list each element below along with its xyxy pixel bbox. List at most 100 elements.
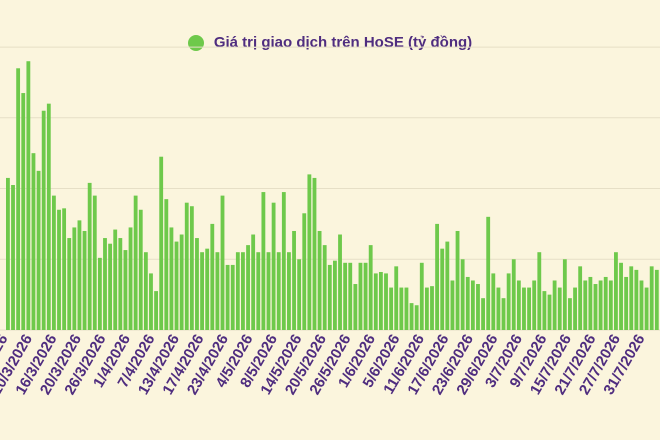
bar bbox=[619, 262, 623, 330]
bar bbox=[409, 303, 414, 330]
bar bbox=[220, 195, 225, 330]
bar bbox=[251, 234, 256, 330]
bar bbox=[384, 273, 388, 330]
bar bbox=[552, 280, 557, 330]
bar bbox=[287, 252, 291, 330]
bar bbox=[348, 262, 353, 330]
bar bbox=[404, 287, 409, 330]
bar bbox=[644, 287, 649, 330]
bar bbox=[302, 213, 307, 330]
bar bbox=[573, 287, 577, 330]
bar bbox=[189, 206, 194, 330]
bar bbox=[598, 280, 603, 330]
bar bbox=[353, 284, 358, 330]
bar bbox=[256, 252, 261, 330]
bar bbox=[399, 287, 404, 330]
bar bbox=[445, 241, 450, 330]
bar bbox=[195, 238, 199, 330]
bar bbox=[629, 266, 634, 330]
bar bbox=[491, 273, 496, 330]
bar bbox=[506, 273, 511, 330]
bar bbox=[271, 202, 276, 330]
bar bbox=[200, 252, 204, 330]
bar bbox=[67, 238, 72, 330]
bar bbox=[225, 264, 230, 330]
bar bbox=[368, 245, 373, 330]
bar bbox=[307, 174, 312, 330]
legend-swatch bbox=[187, 34, 204, 51]
x-tick-labels: 4/3/202610/3/202616/3/202620/3/202626/3/… bbox=[0, 332, 648, 398]
bar bbox=[522, 287, 526, 330]
bar bbox=[450, 280, 455, 330]
bar bbox=[87, 182, 92, 330]
bar bbox=[164, 199, 169, 330]
bar bbox=[614, 252, 618, 330]
bar bbox=[634, 269, 639, 330]
bar bbox=[343, 262, 348, 330]
bar bbox=[41, 110, 46, 330]
bar bbox=[588, 276, 593, 330]
bar bbox=[542, 291, 547, 330]
bar bbox=[455, 230, 460, 330]
bar bbox=[235, 252, 240, 330]
bar bbox=[174, 241, 179, 330]
bar bbox=[312, 177, 317, 330]
bar bbox=[154, 291, 158, 330]
bar bbox=[568, 298, 572, 330]
bar bbox=[527, 287, 531, 330]
bar bbox=[389, 287, 394, 330]
bar bbox=[333, 260, 337, 330]
bar bbox=[378, 272, 383, 330]
bar bbox=[430, 286, 434, 330]
bar bbox=[297, 259, 302, 330]
bar bbox=[133, 195, 138, 330]
bar bbox=[118, 238, 123, 330]
bar bbox=[82, 230, 87, 330]
bar bbox=[547, 294, 552, 330]
bar bbox=[241, 252, 245, 330]
bar bbox=[476, 284, 480, 330]
bar bbox=[608, 280, 613, 330]
bar bbox=[113, 229, 118, 330]
bar bbox=[440, 248, 445, 330]
bar bbox=[562, 259, 567, 330]
bar bbox=[103, 238, 107, 330]
bar bbox=[266, 252, 271, 330]
bar bbox=[46, 103, 51, 330]
bar bbox=[143, 252, 148, 330]
bar bbox=[465, 276, 470, 330]
bar bbox=[57, 209, 61, 330]
bar bbox=[210, 223, 215, 330]
bar bbox=[62, 208, 67, 330]
bar bbox=[292, 230, 296, 330]
bar bbox=[184, 202, 189, 330]
bars bbox=[6, 61, 659, 330]
bar bbox=[6, 177, 10, 330]
bar bbox=[97, 257, 102, 330]
bar bbox=[31, 153, 36, 330]
bar bbox=[246, 245, 250, 330]
bar bbox=[496, 287, 501, 330]
bar bbox=[338, 234, 342, 330]
bar bbox=[123, 250, 128, 330]
bar bbox=[261, 192, 266, 330]
bar bbox=[215, 252, 220, 330]
bar bbox=[205, 248, 210, 330]
bar bbox=[603, 276, 608, 330]
bar bbox=[532, 280, 537, 330]
bar bbox=[21, 93, 26, 330]
bar bbox=[511, 259, 516, 330]
bar bbox=[460, 259, 465, 330]
bar bbox=[358, 262, 363, 330]
bar bbox=[639, 280, 644, 330]
bar bbox=[72, 227, 77, 330]
bar bbox=[179, 234, 184, 330]
bar bbox=[16, 68, 21, 330]
bar bbox=[11, 185, 15, 330]
bar bbox=[516, 280, 521, 330]
bar bbox=[624, 276, 629, 330]
bar bbox=[654, 269, 659, 330]
bar bbox=[92, 195, 97, 330]
